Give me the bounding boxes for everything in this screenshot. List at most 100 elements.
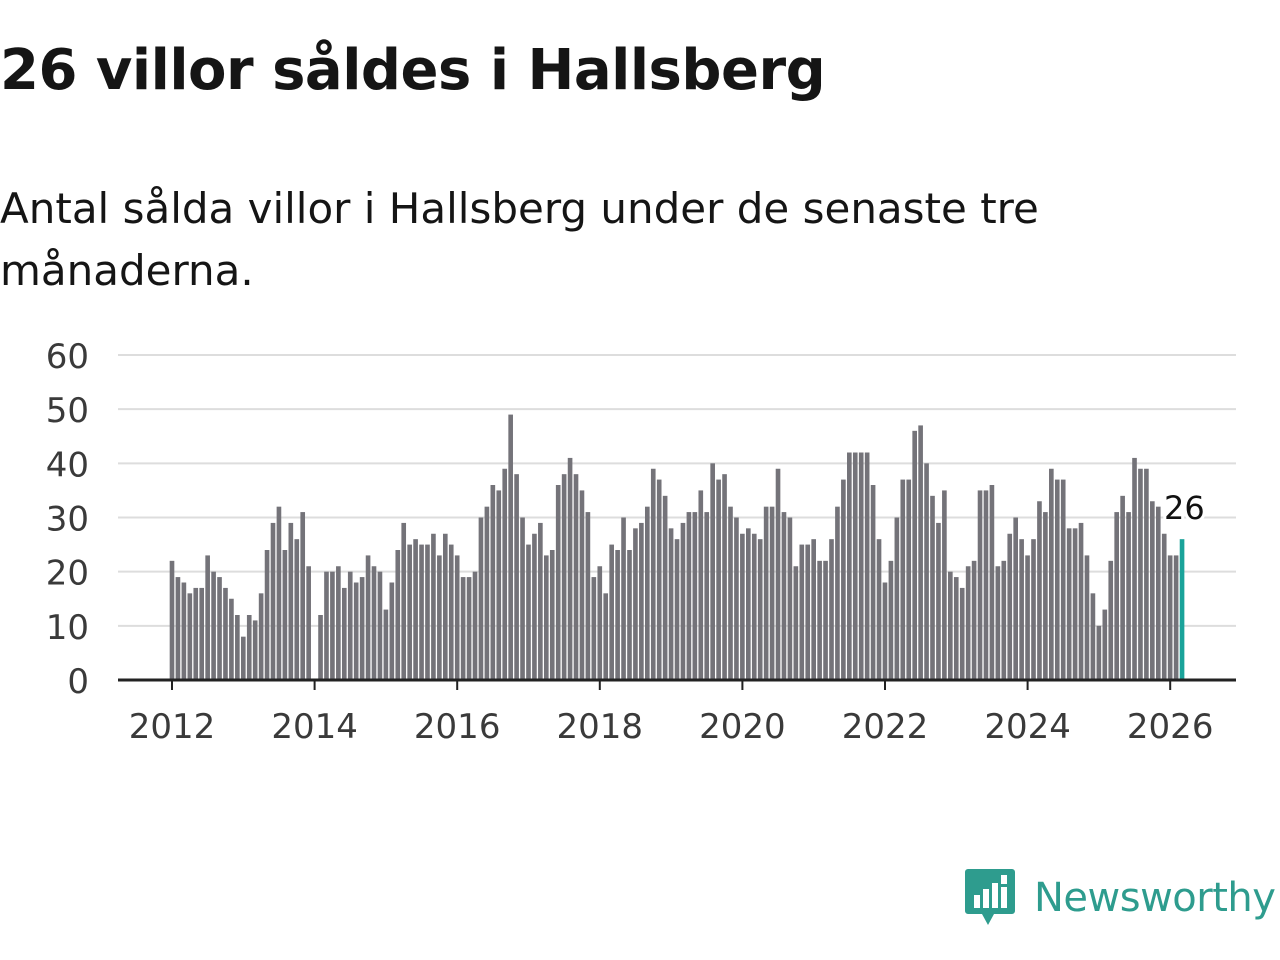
bar: [692, 512, 698, 680]
bar: [894, 517, 900, 680]
bar: [829, 539, 834, 680]
bar: [942, 490, 947, 680]
bar: [353, 582, 359, 680]
bar: [187, 593, 193, 680]
bar: [793, 566, 799, 680]
bar: [971, 560, 977, 680]
bar: [876, 539, 882, 680]
bar: [882, 582, 888, 680]
bar: [324, 571, 329, 680]
bar: [1084, 555, 1090, 680]
bar: [1013, 517, 1019, 680]
bar: [520, 517, 525, 680]
bar: [341, 587, 347, 680]
bar: [472, 571, 478, 680]
bar: [1120, 495, 1125, 680]
annotation-label: 26: [1164, 489, 1205, 527]
bar: [223, 587, 228, 680]
bar: [454, 555, 460, 680]
bar: [330, 571, 335, 680]
bar: [811, 539, 816, 680]
x-axis-ticks: 2012 2014 2016 2018 2020 2022 2024 2026: [129, 680, 1213, 747]
bar: [870, 485, 876, 680]
bar: [205, 555, 210, 680]
bar: [217, 577, 222, 680]
bar: [847, 452, 852, 680]
bar: [526, 544, 531, 680]
bar: [448, 544, 454, 680]
bar: [1114, 512, 1120, 680]
bar: [918, 425, 923, 680]
bar: [781, 512, 787, 680]
bar: [704, 512, 710, 680]
bar: [377, 571, 383, 680]
bar: [1108, 560, 1114, 680]
bar: [199, 587, 205, 680]
bar: [1066, 528, 1072, 680]
bar: [264, 550, 270, 680]
bar: [282, 550, 288, 680]
bar: [680, 522, 686, 680]
bar: [193, 587, 199, 680]
bar: [258, 593, 264, 680]
bar: [543, 555, 549, 680]
bar: [906, 479, 912, 680]
bar: [579, 490, 585, 680]
bar: [698, 490, 704, 680]
bar: [644, 506, 650, 680]
bar: [1161, 533, 1167, 680]
bar: [621, 517, 626, 680]
bar: [1102, 609, 1108, 680]
bar: [930, 495, 935, 680]
bar: [1090, 593, 1096, 680]
bar: [1054, 479, 1060, 680]
bar: [318, 615, 323, 680]
bar: [633, 528, 638, 680]
bar: [1007, 533, 1013, 680]
y-tick-label: 10: [46, 608, 89, 648]
bar: [514, 474, 519, 680]
bar: [674, 539, 680, 680]
bar: [1031, 539, 1036, 680]
bar: [740, 533, 745, 680]
y-axis-ticks: 0 10 20 30 40 50 60: [46, 337, 89, 702]
bar: [419, 544, 424, 680]
bar: [746, 528, 751, 680]
bar: [395, 550, 401, 680]
bar: [1072, 528, 1078, 680]
bar: [276, 506, 282, 680]
y-tick-label: 60: [46, 337, 89, 377]
bar: [888, 560, 894, 680]
bar: [948, 571, 953, 680]
bar: [555, 485, 561, 680]
bar: [609, 544, 614, 680]
bar: [1043, 512, 1048, 680]
x-tick-label: 2022: [842, 707, 929, 747]
bar: [716, 479, 721, 680]
bar: [270, 522, 276, 680]
bar: [1001, 560, 1007, 680]
bar: [1150, 501, 1155, 680]
bar: [841, 479, 846, 680]
bar: [573, 474, 579, 680]
bar: [924, 463, 929, 680]
bar: [1025, 555, 1030, 680]
bar: [389, 582, 395, 680]
bar: [597, 566, 603, 680]
annotation: 26: [1161, 486, 1208, 533]
bar: [229, 598, 234, 680]
bar: [502, 468, 508, 680]
chart-subtitle: Antal sålda villor i Hallsberg under de …: [0, 184, 1039, 295]
bar: [858, 452, 864, 680]
bar: [288, 522, 294, 680]
bars: [169, 414, 1185, 680]
bar: [181, 582, 187, 680]
bar: [1155, 506, 1161, 680]
newsworthy-logo[interactable]: Newsworthy: [964, 866, 1276, 930]
bar: [425, 544, 430, 680]
bar: [175, 577, 181, 680]
bar: [835, 506, 840, 680]
y-tick-label: 30: [46, 500, 89, 540]
bar: [965, 566, 971, 680]
bar: [383, 609, 389, 680]
